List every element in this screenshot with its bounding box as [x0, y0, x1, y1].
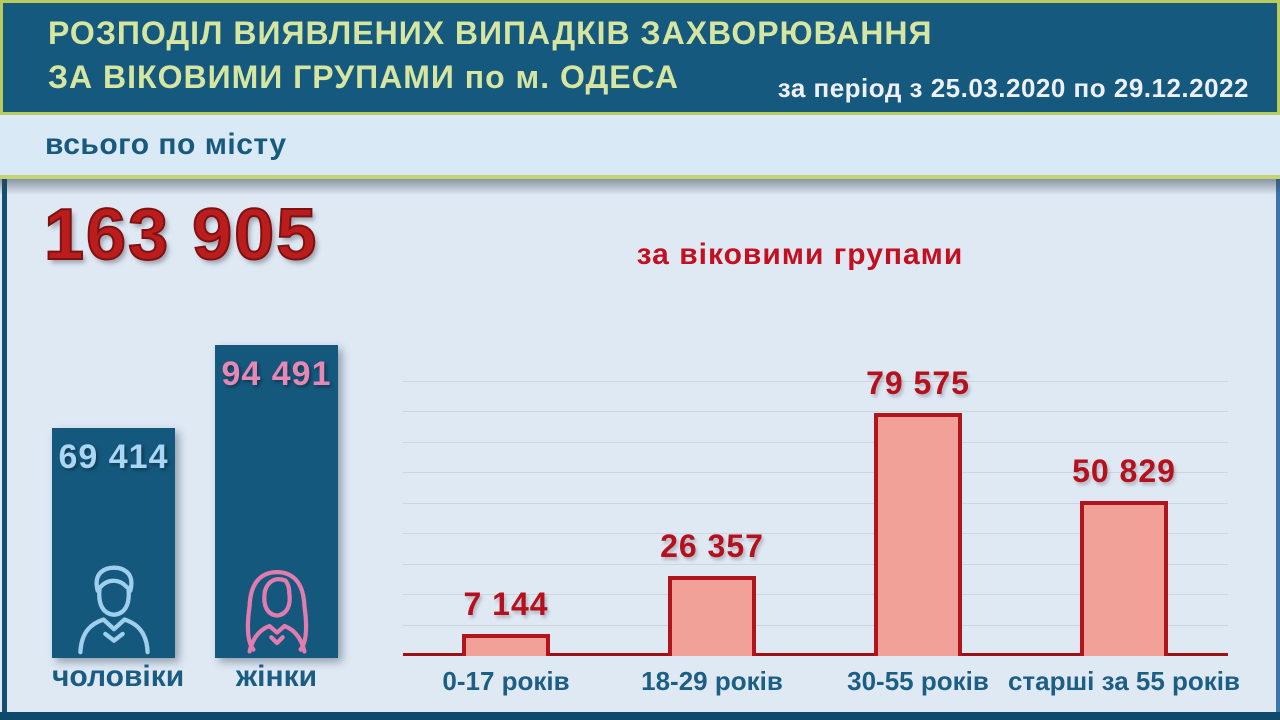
page-title-line2: ЗА ВІКОВИМИ ГРУПАМИ по м. ОДЕСА — [48, 59, 679, 95]
bar-category-label: 30-55 років — [847, 666, 989, 696]
age-chart: 7 144 0-17 років 26 357 18-29 років 79 5… — [403, 365, 1240, 696]
gridline — [403, 380, 1228, 382]
bar-value-label: 50 829 — [1072, 453, 1176, 489]
header: РОЗПОДІЛ ВИЯВЛЕНИХ ВИПАДКІВ ЗАХВОРЮВАННЯ… — [0, 0, 1280, 115]
bar-group-0-17: 7 144 0-17 років — [403, 370, 609, 696]
bar-category-label: 0-17 років — [442, 666, 570, 696]
women-bar: 94 491 — [215, 345, 338, 658]
gridline — [403, 411, 1228, 412]
gridline — [403, 563, 1228, 565]
bar-18-29 — [668, 576, 756, 656]
bar-group-55-plus: 50 829 старші за 55 років — [1008, 370, 1240, 696]
total-band-label: всього по місту — [45, 128, 287, 161]
gridline — [403, 594, 1228, 595]
bar-0-17 — [462, 634, 550, 656]
page-title-line1: РОЗПОДІЛ ВИЯВЛЕНИХ ВИПАДКІВ ЗАХВОРЮВАННЯ — [48, 15, 933, 51]
left-edge-line — [2, 179, 7, 712]
city-total: 163 905 — [43, 194, 319, 276]
men-label: чоловіки — [52, 660, 185, 693]
gridline — [403, 472, 1228, 473]
age-chart-title: за віковими групами — [636, 238, 964, 271]
women-count: 94 491 — [221, 355, 332, 393]
band-shadow — [0, 179, 1280, 195]
men-count: 69 414 — [58, 438, 169, 476]
men-bar: 69 414 — [52, 428, 175, 658]
bar-category-label: старші за 55 років — [1007, 666, 1241, 696]
gridline — [403, 441, 1228, 443]
total-band: всього по місту — [0, 115, 1280, 179]
bar-group-18-29: 26 357 18-29 років — [609, 370, 815, 696]
bar-30-55 — [874, 413, 962, 656]
bottom-strip — [0, 712, 1280, 720]
right-edge-line — [1276, 179, 1280, 712]
bar-category-label: 18-29 років — [641, 666, 783, 696]
page-title: РОЗПОДІЛ ВИЯВЛЕНИХ ВИПАДКІВ ЗАХВОРЮВАННЯ… — [48, 11, 932, 99]
x-axis-line — [403, 653, 1228, 656]
man-icon — [77, 565, 150, 655]
gridline — [403, 624, 1228, 626]
bar-group-30-55: 79 575 30-55 років — [815, 365, 1021, 696]
gridline — [403, 502, 1228, 504]
bar-value-label: 79 575 — [866, 365, 970, 401]
woman-icon — [245, 569, 308, 654]
bar-value-label: 7 144 — [463, 586, 549, 622]
report-period: за період з 25.03.2020 по 29.12.2022 — [777, 73, 1249, 103]
bar-55-plus — [1080, 501, 1168, 656]
women-label: жінки — [235, 660, 318, 693]
bar-value-label: 26 357 — [660, 528, 764, 564]
gridline — [403, 533, 1228, 534]
